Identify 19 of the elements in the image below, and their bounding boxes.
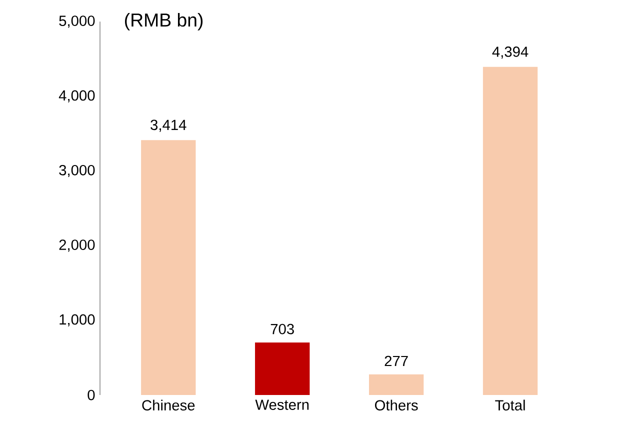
x-tick-label: Chinese	[142, 400, 195, 410]
bar	[255, 342, 310, 395]
data-label: 4,394	[492, 46, 528, 59]
y-tick-label: 2,000	[59, 240, 95, 252]
y-tick-label: 0	[88, 390, 95, 400]
bar	[141, 140, 196, 395]
y-tick-label: 1,000	[60, 314, 95, 326]
data-label: 703	[270, 324, 294, 334]
data-label: 3,414	[150, 120, 186, 132]
bar	[482, 66, 538, 395]
x-tick-label: Total	[495, 400, 525, 410]
y-tick-label: 3,000	[59, 164, 95, 178]
bar	[368, 374, 424, 395]
data-label: 277	[384, 356, 408, 366]
y-tick-label: 4,000	[58, 90, 95, 102]
y-axis-title: (RMB bn)	[125, 12, 203, 30]
x-tick-label: Western	[255, 400, 309, 410]
y-tick-label: 5,000	[59, 16, 95, 28]
x-tick-label: Others	[375, 400, 418, 410]
